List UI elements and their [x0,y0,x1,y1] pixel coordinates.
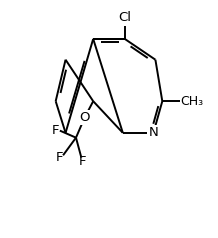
Text: F: F [52,124,60,137]
Text: Cl: Cl [118,11,131,24]
Text: CH₃: CH₃ [181,95,204,108]
Text: N: N [148,126,158,139]
Text: O: O [79,111,90,124]
Text: F: F [56,151,64,164]
Text: F: F [79,155,86,168]
